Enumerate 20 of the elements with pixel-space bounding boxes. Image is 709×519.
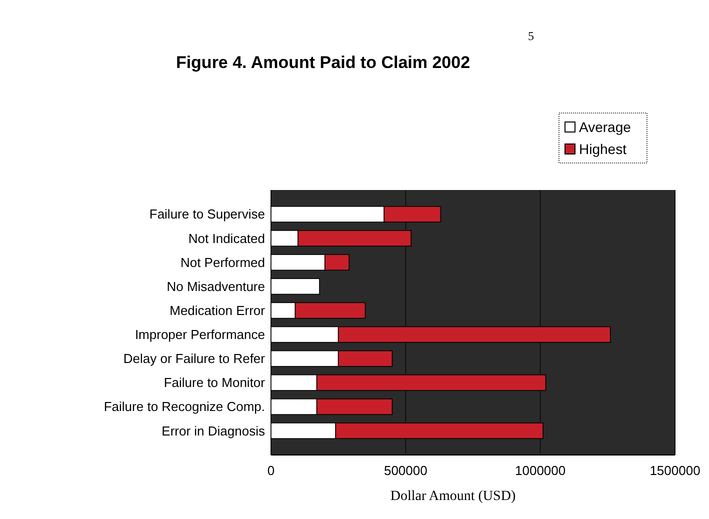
bar xyxy=(270,278,320,295)
y-tick-label: Improper Performance xyxy=(134,327,265,342)
y-tick-label: Failure to Monitor xyxy=(164,375,266,390)
x-tick-label: 500000 xyxy=(384,463,428,478)
x-axis-title: Dollar Amount (USD) xyxy=(390,489,516,504)
y-tick-label: Delay or Failure to Refer xyxy=(123,351,266,366)
legend-label: Highest xyxy=(579,141,627,157)
y-tick-label: Not Performed xyxy=(180,254,265,270)
y-tick-label: Error in Diagnosis xyxy=(162,423,266,438)
y-tick-label: No Misadventure xyxy=(166,278,265,294)
x-tick-label: 1500000 xyxy=(650,463,700,478)
y-tick-label: Failure to Recognize Comp. xyxy=(104,399,265,414)
chart-title: Figure 4. Amount Paid to Claim 2002 xyxy=(176,53,470,72)
y-tick-label: Not Indicated xyxy=(188,230,265,246)
legend-label: Average xyxy=(579,119,632,135)
x-tick-label: 0 xyxy=(267,463,275,478)
y-tick-label: Failure to Supervise xyxy=(149,206,265,222)
text: 5 xyxy=(528,29,534,43)
y-tick-label: Medication Error xyxy=(170,302,266,318)
x-tick-label: 1000000 xyxy=(515,463,566,478)
